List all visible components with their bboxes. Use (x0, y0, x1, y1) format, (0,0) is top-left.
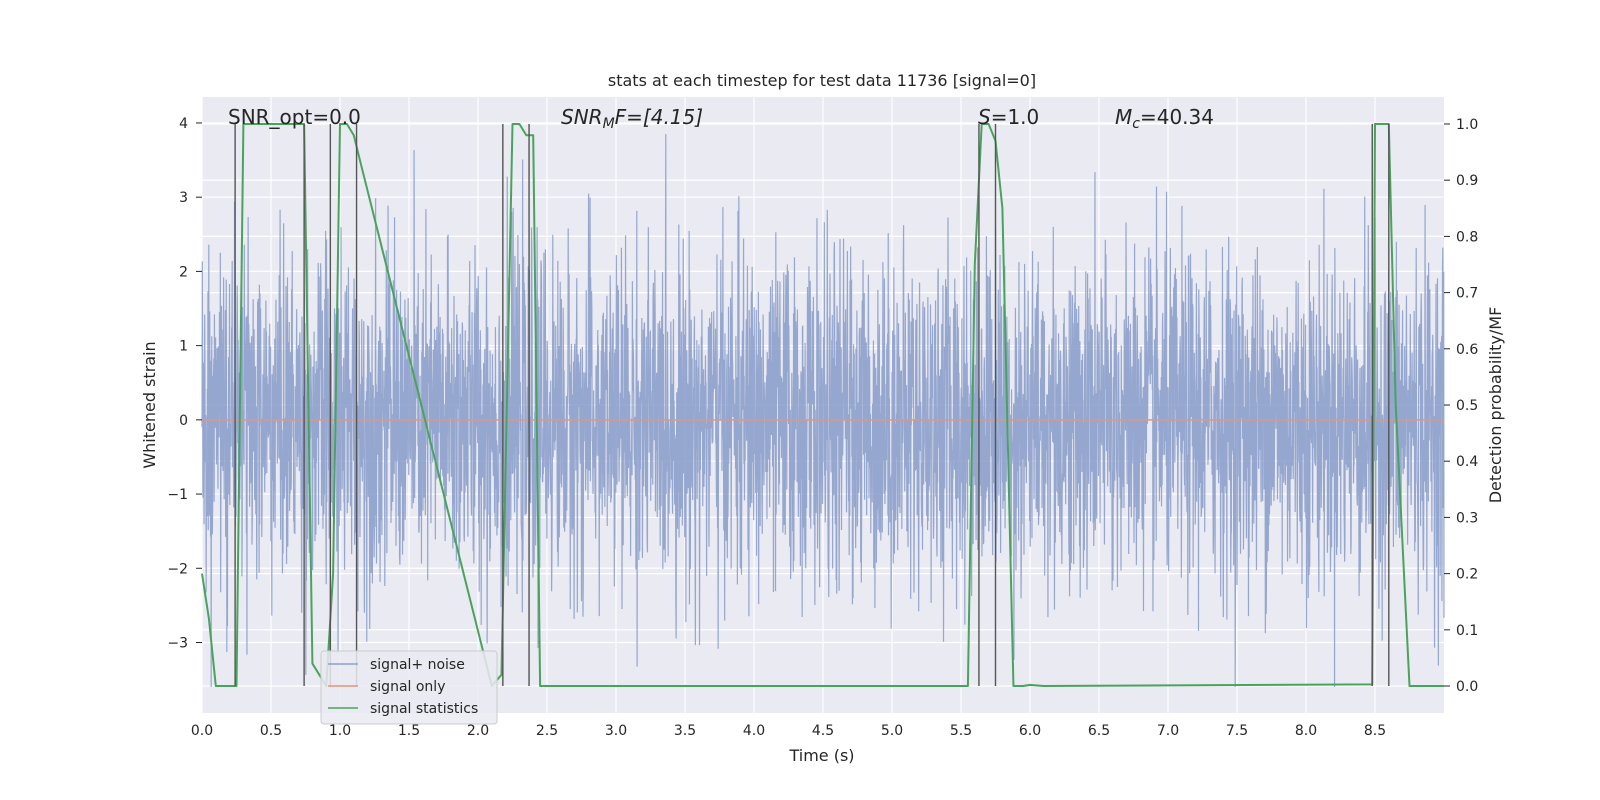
chart-title: stats at each timestep for test data 117… (608, 71, 1036, 90)
x-tick-label: 6.5 (1088, 723, 1110, 739)
legend: signal+ noise signal only signal statist… (320, 650, 498, 725)
annotation-snr-opt: SNR_opt=0.0 (228, 105, 361, 129)
x-tick-label: 2.5 (536, 723, 558, 739)
y2-tick-label: 1.0 (1456, 117, 1478, 133)
x-tick-label: 5.5 (950, 723, 972, 739)
y2-tick-label: 0.6 (1456, 342, 1478, 358)
y-tick-label: 0 (179, 413, 188, 429)
y2-tick-label: 0.3 (1456, 510, 1478, 526)
y-tick-label: 3 (179, 190, 188, 206)
y2-tick-label: 0.8 (1456, 229, 1478, 245)
y-axis-label: Whitened strain (140, 341, 159, 468)
legend-label-signal: signal only (370, 679, 445, 695)
annotation-mc: Mc=40.34 (1115, 105, 1214, 132)
y2-tick-label: 0.9 (1456, 173, 1478, 189)
y2-axis-label: Detection probability/MF (1486, 307, 1505, 504)
x-tick-label: 2.0 (467, 723, 489, 739)
y2-tick-label: 0.2 (1456, 567, 1478, 583)
x-tick-label: 8.0 (1295, 723, 1317, 739)
x-tick-label: 6.0 (1019, 723, 1041, 739)
annotation-snr-mf: SNRMF=[4.15] (561, 105, 703, 132)
y-tick-label: −3 (167, 635, 188, 651)
x-tick-label: 1.5 (398, 723, 420, 739)
legend-label-stats: signal statistics (370, 701, 478, 717)
y-tick-label: −2 (167, 561, 188, 577)
y2-tick-label: 0.4 (1456, 454, 1478, 470)
x-tick-label: 5.0 (881, 723, 903, 739)
legend-frame (320, 650, 498, 725)
y2-tick-label: 0.0 (1456, 679, 1478, 695)
x-tick-label: 3.5 (674, 723, 696, 739)
annotation-s: S=1.0 (978, 105, 1039, 129)
x-tick-label: 4.5 (812, 723, 834, 739)
x-tick-label: 3.0 (605, 723, 627, 739)
y-tick-label: 1 (179, 339, 188, 355)
series-signal-noise (201, 134, 1445, 688)
y2-tick-label: 0.5 (1456, 398, 1478, 414)
x-tick-label: 1.0 (329, 723, 351, 739)
x-tick-label: 7.5 (1226, 723, 1248, 739)
y-tick-label: 4 (179, 116, 188, 132)
x-tick-label: 0.5 (260, 723, 282, 739)
x-tick-label: 8.5 (1364, 723, 1386, 739)
y-tick-label: −1 (167, 487, 188, 503)
x-tick-label: 4.0 (743, 723, 765, 739)
x-tick-label: 7.0 (1157, 723, 1179, 739)
y2-tick-label: 0.7 (1456, 286, 1478, 302)
y2-tick-label: 0.1 (1456, 623, 1478, 639)
x-tick-label: 0.0 (191, 723, 213, 739)
legend-label-noise: signal+ noise (370, 657, 465, 673)
series-signal-statistics (201, 122, 1444, 688)
y-tick-label: 2 (179, 264, 188, 280)
x-axis-label: Time (s) (788, 746, 854, 765)
